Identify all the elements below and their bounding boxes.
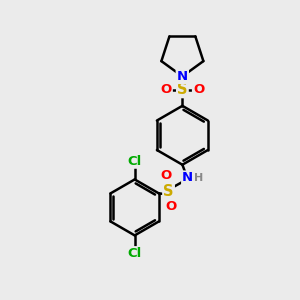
Text: O: O	[160, 83, 172, 96]
Text: S: S	[177, 82, 188, 97]
Text: N: N	[182, 172, 193, 184]
Text: H: H	[194, 173, 203, 183]
Text: N: N	[177, 70, 188, 83]
Text: S: S	[163, 184, 174, 199]
Text: O: O	[160, 169, 171, 182]
Text: Cl: Cl	[128, 155, 142, 168]
Text: N: N	[177, 70, 188, 83]
Text: O: O	[193, 83, 204, 96]
Text: Cl: Cl	[128, 247, 142, 260]
Text: O: O	[166, 200, 177, 213]
